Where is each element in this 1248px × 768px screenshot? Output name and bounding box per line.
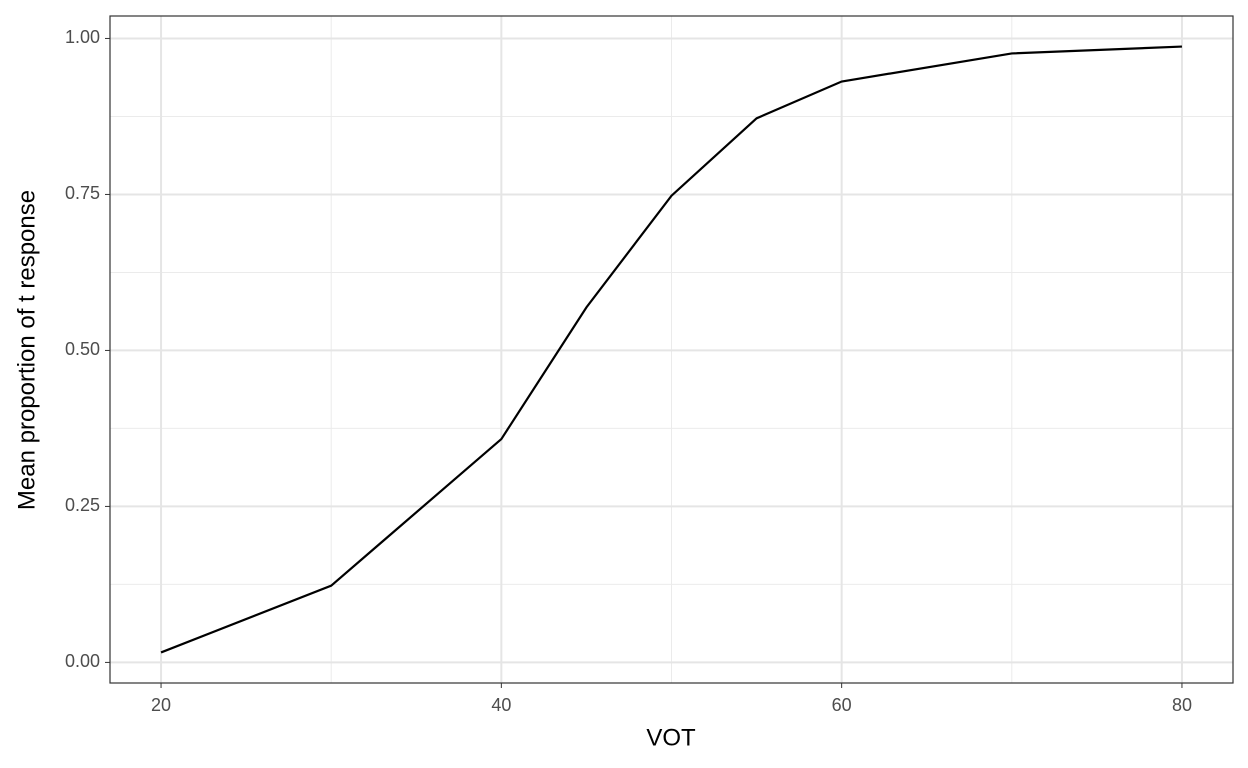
y-tick-label: 0.25 xyxy=(65,495,100,515)
y-tick-label: 1.00 xyxy=(65,27,100,47)
y-tick-label: 0.75 xyxy=(65,183,100,203)
x-axis-title: VOT xyxy=(646,724,696,751)
y-tick-label: 0.50 xyxy=(65,339,100,359)
y-tick-label: 0.00 xyxy=(65,651,100,671)
x-tick-label: 60 xyxy=(832,695,852,715)
x-tick-label: 40 xyxy=(491,695,511,715)
y-axis-title: Mean proportion of t response xyxy=(13,190,40,510)
panel-border xyxy=(109,15,1234,684)
x-tick-label: 80 xyxy=(1172,695,1192,715)
x-tick-label: 20 xyxy=(151,695,171,715)
line xyxy=(160,45,1182,654)
